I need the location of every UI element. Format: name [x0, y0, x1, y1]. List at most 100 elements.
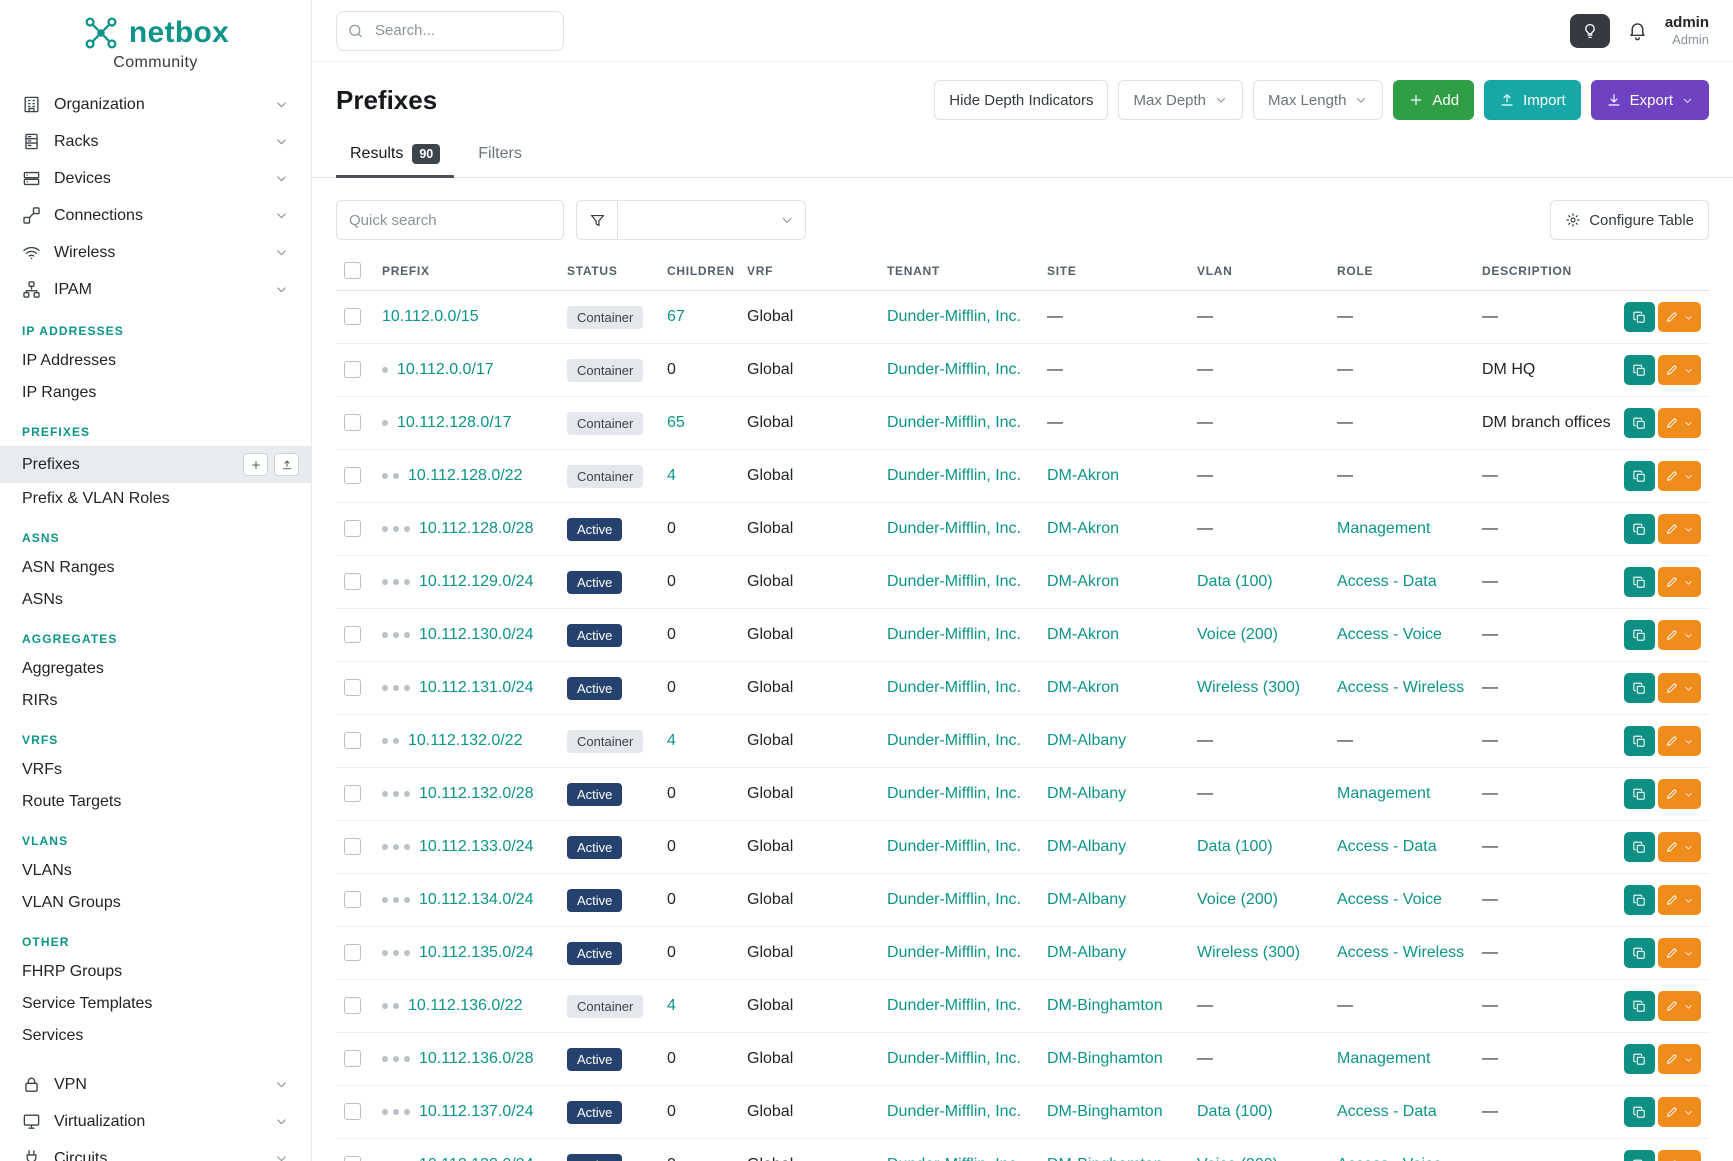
tenant-link[interactable]: Dunder-Mifflin, Inc. — [887, 626, 1021, 643]
copy-button[interactable] — [1624, 408, 1655, 438]
tenant-link[interactable]: Dunder-Mifflin, Inc. — [887, 520, 1021, 537]
tenant-link[interactable]: Dunder-Mifflin, Inc. — [887, 997, 1021, 1014]
tab-results[interactable]: Results 90 — [336, 134, 455, 178]
role-link[interactable]: Management — [1337, 520, 1431, 537]
role-link[interactable]: Access - Voice — [1337, 891, 1442, 908]
row-checkbox[interactable] — [344, 1156, 361, 1161]
row-checkbox[interactable] — [344, 1050, 361, 1068]
edit-button[interactable] — [1658, 514, 1701, 544]
site-link[interactable]: DM-Albany — [1047, 785, 1127, 802]
edit-button[interactable] — [1658, 461, 1701, 491]
quick-search-input[interactable] — [336, 200, 564, 240]
children-count-link[interactable]: 4 — [667, 997, 676, 1014]
sidebar-item-ipam[interactable]: IPAM — [0, 271, 311, 308]
children-count-link[interactable]: 4 — [667, 732, 676, 749]
hide-depth-indicators-button[interactable]: Hide Depth Indicators — [934, 80, 1109, 120]
saved-filter-select[interactable] — [618, 200, 806, 240]
edit-button[interactable] — [1658, 832, 1701, 862]
tenant-link[interactable]: Dunder-Mifflin, Inc. — [887, 361, 1021, 378]
import-prefix-button[interactable] — [274, 453, 299, 476]
site-link[interactable]: DM-Albany — [1047, 944, 1127, 961]
prefix-link[interactable]: 10.112.133.0/24 — [419, 838, 534, 855]
row-checkbox[interactable] — [344, 414, 361, 432]
vlan-link[interactable]: Data (100) — [1197, 1103, 1273, 1120]
prefix-link[interactable]: 10.112.129.0/24 — [419, 573, 534, 590]
copy-button[interactable] — [1624, 620, 1655, 650]
column-header-site[interactable]: SITE — [1039, 254, 1189, 291]
copy-button[interactable] — [1624, 514, 1655, 544]
sidebar-item-services[interactable]: Services — [22, 1027, 84, 1044]
prefix-link[interactable]: 10.112.132.0/28 — [419, 785, 534, 802]
copy-button[interactable] — [1624, 726, 1655, 756]
user-menu[interactable]: admin Admin — [1665, 14, 1709, 48]
copy-button[interactable] — [1624, 1097, 1655, 1127]
edit-button[interactable] — [1658, 1097, 1701, 1127]
row-checkbox[interactable] — [344, 1103, 361, 1121]
site-link[interactable]: DM-Binghamton — [1047, 1050, 1163, 1067]
edit-button[interactable] — [1658, 1150, 1701, 1161]
import-button[interactable]: Import — [1484, 80, 1581, 120]
sidebar-item-asn-ranges[interactable]: ASN Ranges — [22, 559, 115, 576]
prefix-link[interactable]: 10.112.137.0/24 — [419, 1103, 534, 1120]
sidebar-item-asns[interactable]: ASNs — [22, 591, 63, 608]
sidebar-item-rirs[interactable]: RIRs — [22, 692, 58, 709]
prefix-link[interactable]: 10.112.128.0/28 — [419, 520, 534, 537]
role-link[interactable]: Access - Data — [1337, 838, 1437, 855]
children-count-link[interactable]: 67 — [667, 308, 685, 325]
sidebar-item-fhrp-groups[interactable]: FHRP Groups — [22, 963, 123, 980]
tenant-link[interactable]: Dunder-Mifflin, Inc. — [887, 573, 1021, 590]
sidebar-item-route-targets[interactable]: Route Targets — [22, 793, 122, 810]
prefix-link[interactable]: 10.112.138.0/24 — [419, 1156, 533, 1161]
copy-button[interactable] — [1624, 302, 1655, 332]
site-link[interactable]: DM-Akron — [1047, 573, 1120, 590]
role-link[interactable]: Access - Voice — [1337, 626, 1442, 643]
edit-button[interactable] — [1658, 885, 1701, 915]
tenant-link[interactable]: Dunder-Mifflin, Inc. — [887, 1156, 1021, 1161]
role-link[interactable]: Access - Wireless — [1337, 679, 1465, 696]
vlan-link[interactable]: Voice (200) — [1197, 891, 1278, 908]
column-header-vlan[interactable]: VLAN — [1189, 254, 1329, 291]
row-checkbox[interactable] — [344, 308, 361, 326]
site-link[interactable]: DM-Akron — [1047, 467, 1120, 484]
row-checkbox[interactable] — [344, 573, 361, 591]
copy-button[interactable] — [1624, 1044, 1655, 1074]
site-link[interactable]: DM-Binghamton — [1047, 997, 1163, 1014]
sidebar-item-ip-addresses[interactable]: IP Addresses — [22, 352, 116, 369]
prefix-link[interactable]: 10.112.135.0/24 — [419, 944, 534, 961]
sidebar-item-vlan-groups[interactable]: VLAN Groups — [22, 894, 121, 911]
theme-toggle-button[interactable] — [1569, 13, 1610, 48]
row-checkbox[interactable] — [344, 891, 361, 909]
copy-button[interactable] — [1624, 885, 1655, 915]
role-link[interactable]: Access - Voice — [1337, 1156, 1442, 1161]
sidebar-item-prefixes[interactable]: Prefixes — [0, 446, 311, 483]
edit-button[interactable] — [1658, 355, 1701, 385]
column-header-vrf[interactable]: VRF — [739, 254, 879, 291]
vlan-link[interactable]: Voice (200) — [1197, 626, 1278, 643]
copy-button[interactable] — [1624, 673, 1655, 703]
copy-button[interactable] — [1624, 938, 1655, 968]
tenant-link[interactable]: Dunder-Mifflin, Inc. — [887, 944, 1021, 961]
configure-table-button[interactable]: Configure Table — [1550, 200, 1709, 240]
copy-button[interactable] — [1624, 567, 1655, 597]
copy-button[interactable] — [1624, 832, 1655, 862]
sidebar-item-circuits[interactable]: Circuits — [0, 1140, 311, 1161]
vlan-link[interactable]: Wireless (300) — [1197, 679, 1301, 696]
sidebar-item-virtualization[interactable]: Virtualization — [0, 1103, 311, 1140]
role-link[interactable]: Access - Wireless — [1337, 944, 1465, 961]
row-checkbox[interactable] — [344, 520, 361, 538]
prefix-link[interactable]: 10.112.0.0/15 — [382, 308, 479, 325]
sidebar-item-vrfs[interactable]: VRFs — [22, 761, 62, 778]
tab-filters[interactable]: Filters — [478, 145, 522, 162]
prefix-link[interactable]: 10.112.130.0/24 — [419, 626, 534, 643]
site-link[interactable]: DM-Akron — [1047, 626, 1120, 643]
site-link[interactable]: DM-Akron — [1047, 520, 1120, 537]
site-link[interactable]: DM-Binghamton — [1047, 1103, 1163, 1120]
column-header-children[interactable]: CHILDREN — [659, 254, 739, 291]
max-length-dropdown[interactable]: Max Length — [1253, 80, 1384, 120]
edit-button[interactable] — [1658, 567, 1701, 597]
edit-button[interactable] — [1658, 673, 1701, 703]
prefix-link[interactable]: 10.112.134.0/24 — [419, 891, 534, 908]
row-checkbox[interactable] — [344, 467, 361, 485]
prefix-link[interactable]: 10.112.128.0/17 — [397, 414, 512, 431]
tenant-link[interactable]: Dunder-Mifflin, Inc. — [887, 732, 1021, 749]
